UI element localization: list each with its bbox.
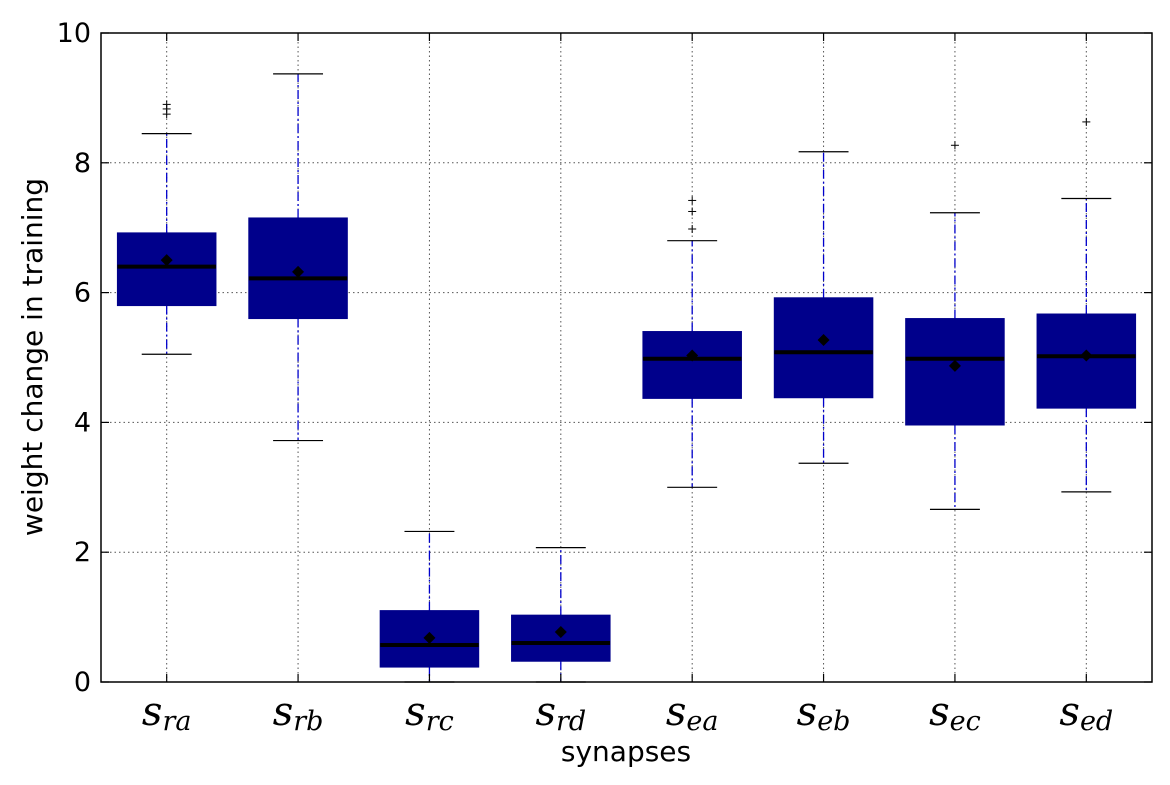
category-symbol: s: [666, 689, 687, 735]
category-symbol: s: [405, 689, 426, 735]
box-ea: [642, 196, 742, 488]
category-subscript: ea: [686, 706, 718, 737]
category-symbol: s: [535, 689, 556, 735]
category-symbol: s: [929, 689, 950, 735]
y-tick-label: 0: [74, 667, 91, 698]
category-symbol: s: [142, 689, 163, 735]
box-ra: [116, 100, 217, 355]
category-subscript: ed: [1080, 706, 1113, 737]
mean-marker: [686, 349, 699, 362]
y-axis-label: weight change in training: [16, 178, 49, 536]
outlier-point: [1082, 117, 1091, 126]
category-symbol: s: [797, 689, 818, 735]
category-subscript: ra: [162, 706, 191, 737]
y-tick-label: 10: [57, 18, 91, 49]
y-axis-ticks: 0 2 4 6 8 10: [57, 18, 1152, 698]
outlier-point: [950, 141, 959, 150]
iqr-box: [511, 614, 611, 662]
mean-marker: [948, 359, 961, 372]
mean-marker: [1080, 349, 1093, 362]
mean-marker: [817, 333, 830, 346]
x-category-label: seb: [797, 689, 851, 737]
x-category-label: sra: [142, 689, 192, 737]
outlier-point: [688, 196, 697, 205]
box-eb: [773, 151, 874, 464]
x-axis-label: synapses: [561, 735, 691, 768]
y-tick-label: 8: [74, 148, 91, 179]
mean-marker: [554, 626, 567, 639]
mean-marker: [160, 254, 173, 267]
boxes-layer: [116, 73, 1137, 683]
box-rb: [248, 73, 348, 442]
x-category-label: src: [405, 689, 454, 737]
category-symbol: s: [273, 689, 294, 735]
x-category-label: sec: [929, 689, 981, 737]
box-rd: [511, 547, 611, 683]
category-subscript: eb: [817, 706, 850, 737]
y-tick-label: 2: [74, 537, 91, 568]
category-subscript: rd: [556, 706, 586, 737]
iqr-box: [773, 297, 874, 399]
outlier-point: [162, 100, 171, 109]
plot-frame: [100, 32, 1153, 683]
y-tick-label: 4: [74, 407, 91, 438]
mean-marker: [423, 631, 436, 644]
category-subscript: ec: [950, 706, 981, 737]
outlier-point: [688, 224, 697, 233]
category-subscript: rc: [426, 706, 454, 737]
iqr-box: [116, 232, 217, 307]
x-category-label: srd: [535, 689, 586, 737]
x-category-label: sed: [1059, 689, 1113, 737]
box-ec: [905, 141, 1005, 510]
outlier-point: [688, 207, 697, 216]
x-category-label: srb: [273, 689, 324, 737]
category-subscript: rb: [293, 706, 323, 737]
y-tick-label: 6: [74, 278, 91, 309]
iqr-box: [642, 331, 742, 399]
x-axis-ticks: sra srb src srd sea seb sec sed: [142, 33, 1113, 737]
category-symbol: s: [1059, 689, 1080, 735]
box-rc: [379, 530, 480, 683]
mean-marker: [292, 265, 305, 278]
box-ed: [1036, 117, 1137, 493]
x-category-label: sea: [666, 689, 719, 737]
